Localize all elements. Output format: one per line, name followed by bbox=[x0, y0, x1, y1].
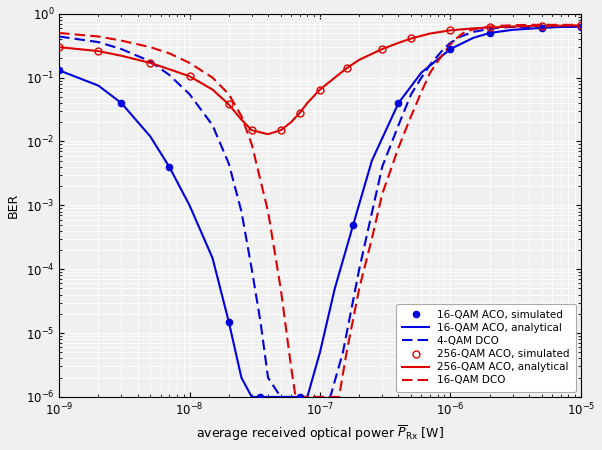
Legend: 16-QAM ACO, simulated, 16-QAM ACO, analytical, 4-QAM DCO, 256-QAM ACO, simulated: 16-QAM ACO, simulated, 16-QAM ACO, analy… bbox=[396, 304, 576, 392]
X-axis label: average received optical power $\overline{P}_{\mathrm{Rx}}$ [W]: average received optical power $\overlin… bbox=[196, 424, 444, 443]
Y-axis label: BER: BER bbox=[7, 193, 20, 218]
